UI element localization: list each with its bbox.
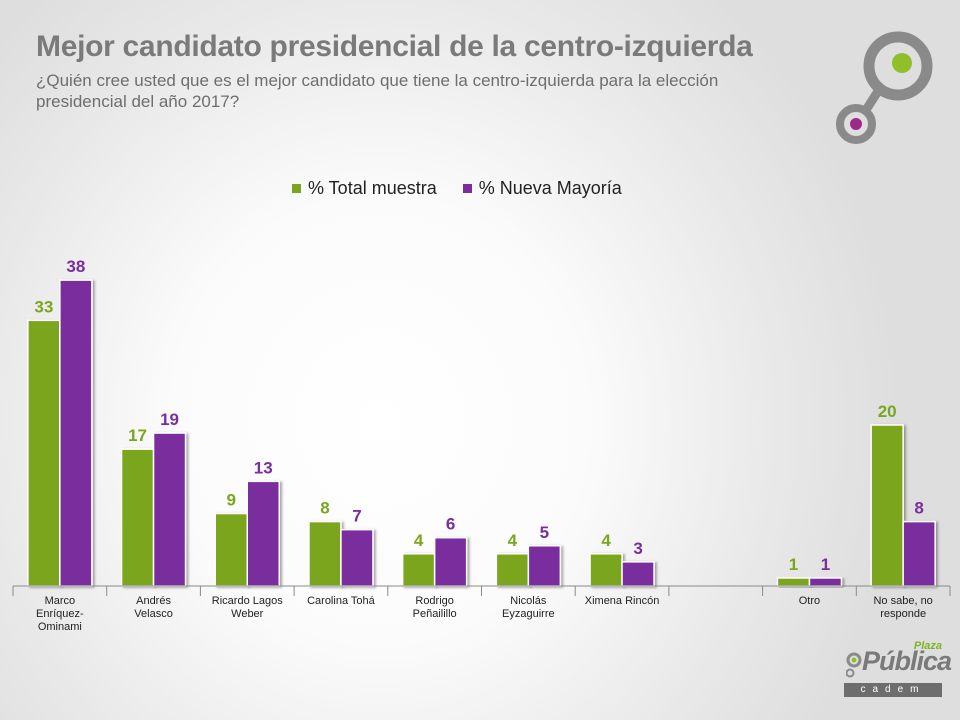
data-label-total: 33 (34, 297, 53, 316)
data-label-total: 20 (878, 402, 897, 421)
data-label-total: 4 (508, 531, 518, 550)
category-label: Nicolás Eyzaguirre (502, 595, 555, 620)
legend-item-total: % Total muestra (292, 178, 437, 199)
data-label-total: 4 (414, 531, 424, 550)
data-label-nueva: 3 (633, 539, 642, 558)
legend-swatch-total (292, 184, 301, 193)
data-label-nueva: 7 (352, 507, 361, 526)
data-label-total: 4 (601, 531, 611, 550)
bar-total (495, 553, 530, 587)
category-label: Andrés Velasco (134, 595, 173, 620)
bar-nueva (527, 545, 562, 587)
category-label: Ximena Rincón (585, 595, 660, 607)
data-label-nueva: 5 (540, 523, 549, 542)
category-label: Otro (799, 595, 820, 607)
bar-total (870, 424, 904, 587)
chart-legend: % Total muestra % Nueva Mayoría (292, 178, 622, 199)
bar-nueva (808, 577, 843, 587)
data-label-total: 17 (128, 426, 147, 445)
chart-subtitle: ¿Quién cree usted que es el mejor candid… (36, 71, 719, 111)
brand-logo: Plaza Pública cadem (840, 640, 952, 700)
brand-script-text: Plaza (913, 640, 942, 652)
brand-main-text: Pública (862, 646, 952, 676)
bar-nueva (152, 432, 187, 587)
category-label: Carolina Tohá (307, 595, 376, 607)
brand-sub-text: cadem (844, 683, 942, 697)
data-label-total: 1 (789, 555, 798, 574)
brand-dot-icon (846, 652, 862, 678)
chart-title: Mejor candidato presidencial de la centr… (36, 30, 753, 63)
category-label: Rodrigo Peñailillo (413, 595, 457, 620)
bar-nueva (59, 279, 93, 587)
data-label-nueva: 13 (254, 458, 273, 477)
legend-item-nueva: % Nueva Mayoría (462, 178, 622, 199)
data-label-total: 9 (227, 491, 236, 510)
bar-nueva (902, 520, 936, 587)
bar-total (120, 448, 155, 587)
category-label: No sabe, no responde (873, 595, 932, 620)
bar-nueva (621, 561, 655, 587)
data-label-nueva: 38 (66, 257, 85, 276)
category-label: Marco Enríquez-Ominami (36, 595, 84, 633)
plaza-publica-circle-logo-icon (836, 31, 933, 144)
data-label-total: 8 (320, 499, 329, 518)
bar-total (401, 553, 436, 587)
bar-total (776, 577, 811, 587)
category-label: Ricardo Lagos Weber (212, 595, 283, 620)
legend-swatch-nueva (462, 184, 472, 193)
legend-label-total: % Total muestra (308, 178, 437, 198)
bar-nueva (433, 536, 468, 587)
bar-nueva (246, 480, 280, 587)
bar-total (27, 319, 61, 587)
bar-nueva (340, 528, 374, 587)
data-label-nueva: 1 (821, 555, 830, 574)
legend-label-nueva: % Nueva Mayoría (478, 178, 622, 198)
bar-total (589, 553, 623, 587)
bar-total (308, 520, 342, 587)
data-label-nueva: 6 (446, 515, 455, 534)
data-label-nueva: 19 (160, 410, 179, 429)
data-label-nueva: 8 (914, 499, 923, 518)
bar-total (214, 512, 248, 587)
